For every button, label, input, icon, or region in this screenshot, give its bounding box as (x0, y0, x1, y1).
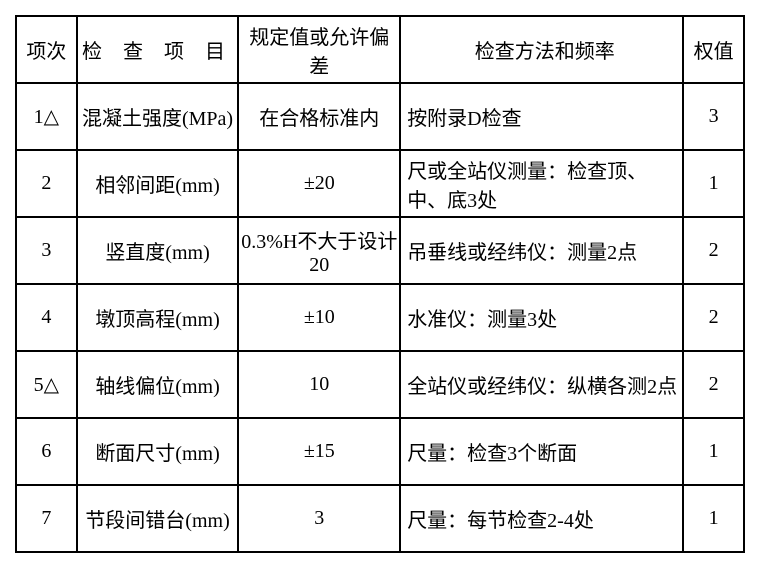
table-row: 3 竖直度(mm) 0.3%H不大于设计20 吊垂线或经纬仪：测量2点 2 (16, 217, 744, 284)
cell-item: 轴线偏位(mm) (77, 351, 239, 418)
cell-item: 混凝土强度(MPa) (77, 83, 239, 150)
cell-spec: ±10 (238, 284, 400, 351)
cell-index: 3 (16, 217, 77, 284)
cell-weight: 1 (683, 418, 744, 485)
cell-method: 尺或全站仪测量：检查顶、中、底3处 (400, 150, 683, 217)
cell-method: 全站仪或经纬仪：纵横各测2点 (400, 351, 683, 418)
header-spec: 规定值或允许偏差 (238, 16, 400, 83)
cell-spec: 0.3%H不大于设计20 (238, 217, 400, 284)
cell-index: 1△ (16, 83, 77, 150)
cell-index: 4 (16, 284, 77, 351)
cell-method: 按附录D检查 (400, 83, 683, 150)
cell-method: 水准仪：测量3处 (400, 284, 683, 351)
table-row: 5△ 轴线偏位(mm) 10 全站仪或经纬仪：纵横各测2点 2 (16, 351, 744, 418)
cell-item: 断面尺寸(mm) (77, 418, 239, 485)
table-header-row: 项次 检 查 项 目 规定值或允许偏差 检查方法和频率 权值 (16, 16, 744, 83)
header-weight: 权值 (683, 16, 744, 83)
cell-item: 节段间错台(mm) (77, 485, 239, 552)
table-row: 4 墩顶高程(mm) ±10 水准仪：测量3处 2 (16, 284, 744, 351)
cell-spec: 10 (238, 351, 400, 418)
cell-weight: 1 (683, 485, 744, 552)
cell-index: 5△ (16, 351, 77, 418)
table-row: 6 断面尺寸(mm) ±15 尺量：检查3个断面 1 (16, 418, 744, 485)
cell-spec: ±20 (238, 150, 400, 217)
cell-item: 竖直度(mm) (77, 217, 239, 284)
table-row: 2 相邻间距(mm) ±20 尺或全站仪测量：检查顶、中、底3处 1 (16, 150, 744, 217)
header-index: 项次 (16, 16, 77, 83)
cell-index: 7 (16, 485, 77, 552)
cell-method: 吊垂线或经纬仪：测量2点 (400, 217, 683, 284)
cell-weight: 2 (683, 351, 744, 418)
header-item: 检 查 项 目 (77, 16, 239, 83)
cell-weight: 3 (683, 83, 744, 150)
table-row: 1△ 混凝土强度(MPa) 在合格标准内 按附录D检查 3 (16, 83, 744, 150)
header-method: 检查方法和频率 (400, 16, 683, 83)
cell-method: 尺量：每节检查2-4处 (400, 485, 683, 552)
cell-spec: ±15 (238, 418, 400, 485)
inspection-table: 项次 检 查 项 目 规定值或允许偏差 检查方法和频率 权值 1△ 混凝土强度(… (15, 15, 745, 553)
cell-weight: 1 (683, 150, 744, 217)
cell-spec: 在合格标准内 (238, 83, 400, 150)
cell-method: 尺量：检查3个断面 (400, 418, 683, 485)
cell-weight: 2 (683, 284, 744, 351)
cell-item: 相邻间距(mm) (77, 150, 239, 217)
cell-weight: 2 (683, 217, 744, 284)
cell-spec: 3 (238, 485, 400, 552)
cell-item: 墩顶高程(mm) (77, 284, 239, 351)
table-row: 7 节段间错台(mm) 3 尺量：每节检查2-4处 1 (16, 485, 744, 552)
cell-index: 6 (16, 418, 77, 485)
cell-index: 2 (16, 150, 77, 217)
